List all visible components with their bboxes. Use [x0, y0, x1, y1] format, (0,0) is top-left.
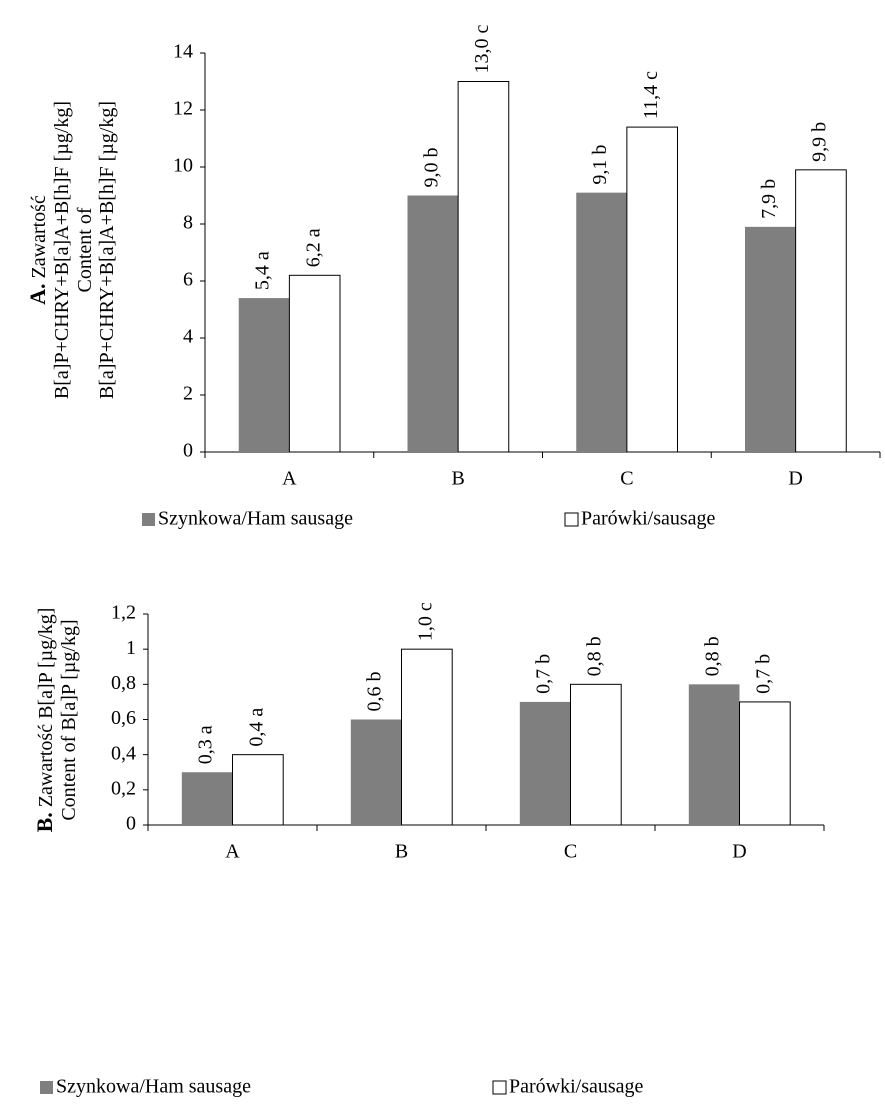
y-tick-label: 1,2 [111, 602, 136, 624]
y-axis-label: A. Zawartość [25, 195, 50, 305]
y-tick-label: 1 [126, 637, 136, 659]
y-axis-label: B. Zawartość B[a]P [µg/kg] [32, 608, 57, 833]
y-tick-label: 14 [173, 41, 193, 63]
bar [519, 701, 571, 825]
bar [232, 754, 284, 826]
y-axis-label: B[a]P+CHRY+B[a]A+B[h]F [µg/kg] [51, 101, 73, 399]
value-label: 0,7 b [752, 654, 774, 694]
bar [181, 772, 233, 825]
value-label: 0,8 b [702, 636, 724, 676]
y-tick-label: 10 [173, 155, 193, 177]
y-tick-label: 6 [183, 269, 193, 291]
value-label: 0,8 b [583, 636, 605, 676]
value-label: 9,9 b [809, 122, 831, 162]
bar [570, 683, 622, 826]
bar [576, 192, 627, 452]
panel-label: B. [32, 812, 57, 832]
value-label: 7,9 b [758, 179, 780, 219]
bar [350, 719, 402, 825]
legend-swatch [492, 1080, 507, 1095]
value-label: 5,4 a [252, 251, 274, 290]
y-tick-label: 0,4 [111, 742, 136, 764]
value-label: 13,0 c [471, 25, 493, 74]
bar [688, 684, 740, 825]
value-label: 6,2 a [302, 228, 324, 267]
y-tick-label: 0,6 [111, 707, 136, 729]
y-axis-label-line: Zawartość B[a]P [µg/kg] [35, 608, 57, 808]
y-tick-label: 0,8 [111, 672, 136, 694]
value-label: 9,1 b [589, 145, 611, 185]
y-axis-label-line: B[a]P+CHRY+B[a]A+B[h]F [µg/kg] [51, 101, 73, 399]
value-label: 1,0 c [414, 602, 436, 641]
y-tick-label: 0 [126, 813, 136, 835]
legend-swatch [40, 1081, 53, 1094]
value-label: 0,6 b [364, 672, 386, 712]
bar [626, 126, 678, 453]
y-tick-label: 12 [173, 98, 193, 120]
value-label: 11,4 c [640, 71, 662, 119]
legend-swatch [142, 513, 155, 526]
x-tick-label: D [788, 468, 802, 490]
y-tick-label: 2 [183, 383, 193, 405]
y-axis-label: B[a]P+CHRY+B[a]A+B[h]F [µg/kg] [96, 101, 118, 399]
x-tick-label: B [395, 841, 408, 863]
legend-label: Szynkowa/Ham sausage [158, 508, 353, 530]
bar [288, 274, 341, 453]
y-tick-label: 0,2 [111, 777, 136, 799]
y-axis-label-line: Content of B[a]P [µg/kg] [58, 619, 80, 820]
x-tick-label: C [620, 468, 633, 490]
value-label: 0,7 b [533, 654, 555, 694]
x-tick-label: A [282, 468, 297, 490]
bar [238, 298, 290, 452]
y-axis-label-line: B[a]P+CHRY+B[a]A+B[h]F [µg/kg] [96, 101, 118, 399]
value-label: 0,4 a [245, 708, 267, 747]
bar [739, 701, 791, 826]
legend-label: Szynkowa/Ham sausage [56, 1076, 251, 1098]
y-tick-label: 0 [183, 440, 193, 462]
x-tick-label: D [732, 841, 746, 863]
legend-swatch [564, 512, 579, 527]
panel-label: A. [25, 283, 50, 304]
x-tick-label: C [564, 841, 577, 863]
bar [401, 648, 453, 826]
y-axis-label-line: Content of [74, 207, 96, 292]
bar [745, 226, 796, 452]
value-label: 9,0 b [420, 148, 442, 188]
y-axis-label: Content of B[a]P [µg/kg] [58, 619, 80, 820]
legend-label: Parówki/sausage [581, 508, 716, 530]
bar [457, 81, 510, 453]
x-tick-label: A [225, 841, 240, 863]
y-tick-label: 4 [183, 326, 193, 348]
y-axis-label: Content of [74, 207, 96, 292]
bar [407, 195, 459, 452]
value-label: 0,3 a [195, 725, 217, 764]
x-tick-label: B [451, 468, 464, 490]
y-axis-label-line: Zawartość [28, 195, 50, 278]
legend-label: Parówki/sausage [509, 1076, 644, 1098]
bar [795, 169, 847, 453]
y-tick-label: 8 [183, 212, 193, 234]
